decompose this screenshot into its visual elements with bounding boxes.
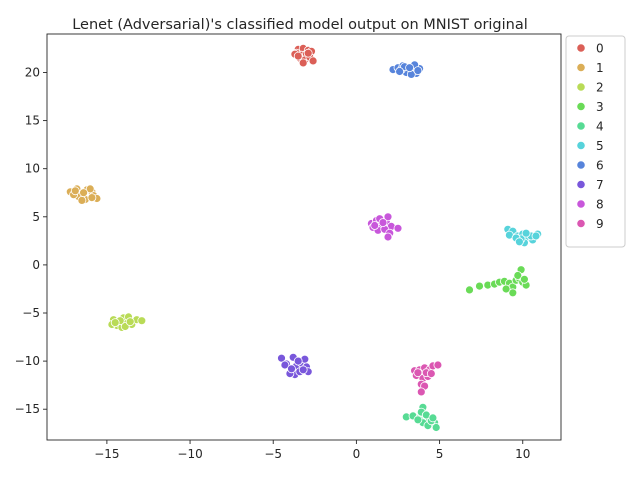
legend-label-0: 0 (596, 42, 604, 56)
point-class-3 (501, 284, 511, 294)
legend-label-5: 5 (596, 139, 604, 153)
legend-marker-3 (576, 101, 586, 112)
point-class-7 (287, 364, 296, 374)
point-class-3 (465, 285, 474, 295)
x-tick-label: −15 (94, 447, 119, 461)
point-class-2 (125, 317, 135, 327)
point-class-3 (508, 288, 518, 298)
y-tick-label: 15 (25, 114, 40, 128)
point-class-8 (383, 212, 393, 222)
legend-marker-4 (576, 121, 586, 131)
x-tick-label: 10 (515, 447, 530, 461)
point-class-6 (413, 66, 423, 75)
point-class-2 (137, 316, 147, 326)
legend-label-4: 4 (596, 120, 604, 134)
point-class-4 (431, 423, 441, 432)
y-tick-label: 10 (25, 162, 40, 176)
point-class-5 (521, 228, 531, 238)
legend-marker-9 (576, 218, 586, 229)
point-class-7 (293, 356, 303, 366)
legend-label-1: 1 (596, 61, 604, 75)
legend-marker-1 (576, 62, 586, 73)
x-tick-label: −10 (177, 447, 202, 461)
legend-label-2: 2 (596, 81, 604, 95)
point-class-1 (70, 186, 80, 196)
point-class-9 (426, 369, 436, 379)
point-class-4 (428, 413, 438, 423)
y-tick-label: −5 (22, 306, 40, 320)
point-class-8 (383, 232, 393, 242)
point-class-5 (515, 237, 524, 247)
point-class-0 (308, 56, 318, 66)
data-points (65, 44, 543, 432)
legend-label-8: 8 (596, 198, 604, 212)
point-class-8 (378, 218, 388, 228)
legend-marker-0 (576, 43, 586, 53)
x-tick-label: 5 (436, 447, 444, 461)
legend-marker-6 (576, 160, 586, 170)
legend: 0 1 2 3 4 5 6 7 8 9 (565, 35, 626, 248)
legend-marker-8 (576, 199, 586, 209)
point-class-5 (531, 231, 541, 241)
point-class-9 (416, 387, 426, 397)
y-axis: −15 −10 −5 0 5 10 15 20 (15, 65, 47, 416)
point-class-0 (303, 48, 313, 58)
legend-marker-2 (576, 82, 586, 92)
point-class-6 (395, 67, 405, 76)
legend-label-6: 6 (596, 159, 604, 173)
x-tick-label: −5 (264, 447, 282, 461)
point-class-8 (370, 221, 380, 230)
legend-label-3: 3 (596, 100, 604, 114)
y-tick-label: −10 (15, 354, 40, 368)
point-class-7 (298, 365, 308, 375)
x-axis: −15 −10 −5 0 5 10 (94, 440, 530, 461)
y-tick-label: 5 (32, 210, 40, 224)
point-class-1 (85, 184, 95, 194)
legend-label-7: 7 (596, 178, 604, 192)
legend-marker-7 (576, 179, 586, 190)
x-tick-label: 0 (353, 447, 361, 461)
point-class-3 (513, 271, 523, 280)
point-class-8 (393, 223, 403, 233)
point-class-7 (280, 360, 290, 370)
point-class-1 (79, 188, 88, 198)
point-class-1 (87, 193, 97, 203)
point-class-9 (433, 360, 443, 370)
point-class-3 (475, 281, 484, 291)
plot-area (46, 33, 562, 441)
legend-label-9: 9 (596, 217, 604, 231)
point-class-2 (110, 318, 120, 328)
point-class-0 (298, 58, 308, 68)
y-tick-label: −15 (15, 402, 40, 416)
point-class-7 (277, 353, 286, 363)
legend-marker-5 (576, 140, 586, 151)
y-tick-label: 0 (32, 258, 40, 272)
point-class-1 (77, 195, 87, 205)
chart-title: Lenet (Adversarial)'s classified model o… (72, 17, 528, 33)
point-class-3 (520, 274, 529, 284)
point-class-9 (413, 368, 423, 378)
point-class-6 (405, 63, 415, 73)
point-class-4 (413, 415, 423, 425)
point-class-0 (293, 51, 303, 61)
y-tick-label: 20 (25, 65, 40, 79)
